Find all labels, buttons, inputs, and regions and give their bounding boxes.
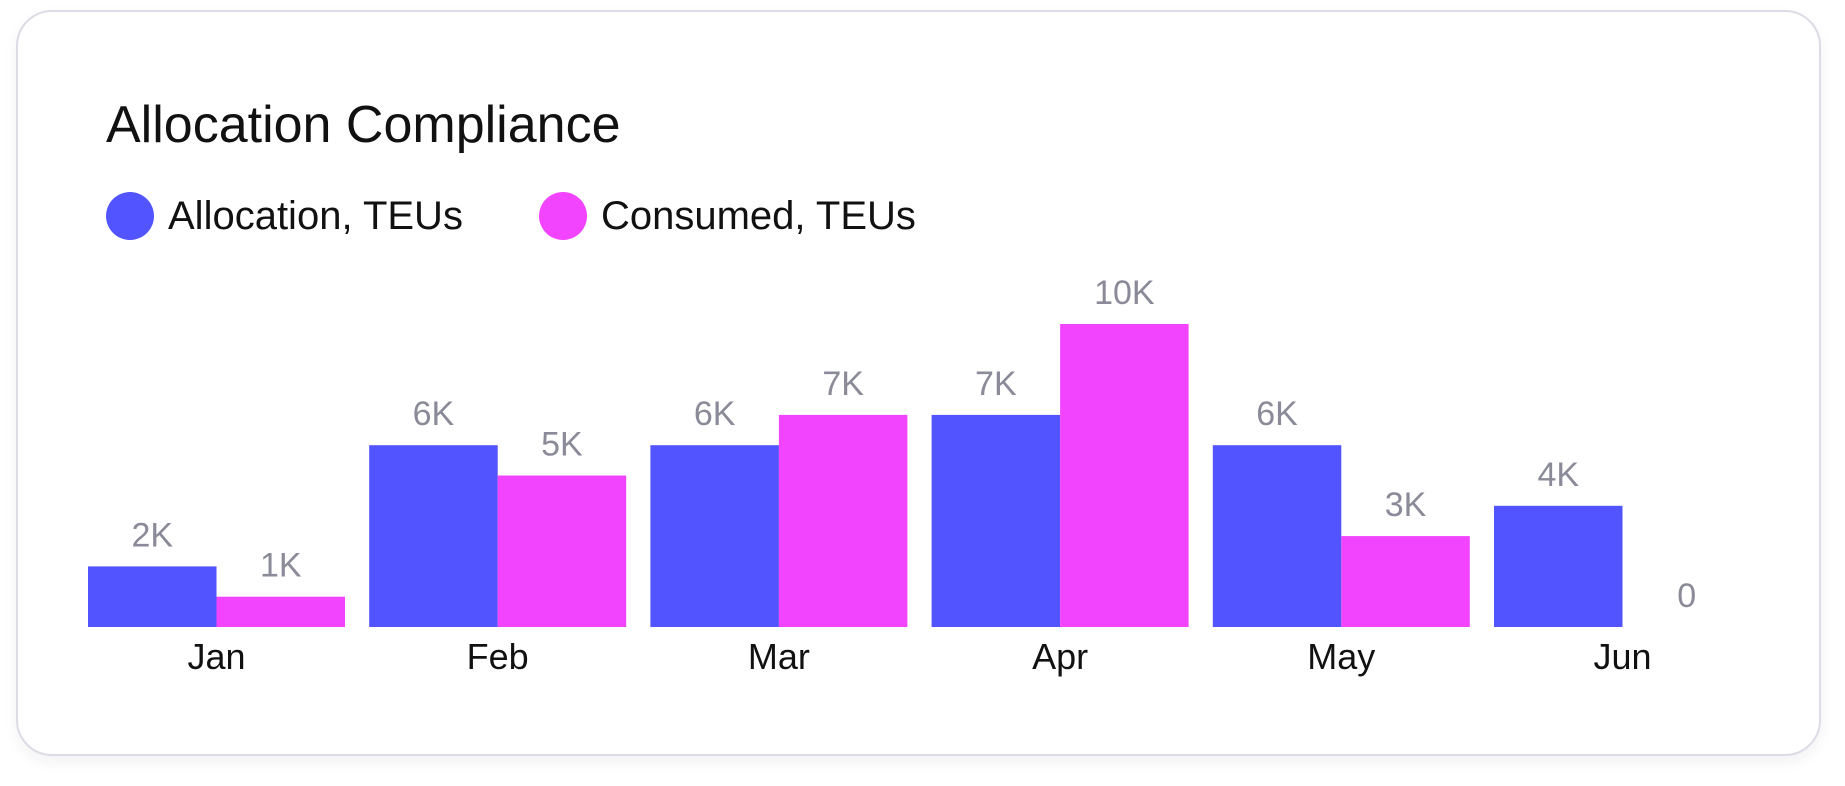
legend-item-consumed[interactable]: Consumed, TEUs bbox=[538, 192, 916, 240]
legend: Allocation, TEUs Consumed, TEUs bbox=[106, 192, 916, 240]
value-label-consumed-may: 3K bbox=[1385, 486, 1427, 524]
bar-consumed-jan[interactable] bbox=[216, 596, 346, 627]
legend-label-allocation: Allocation, TEUs bbox=[168, 193, 463, 238]
x-tick-label-feb: Feb bbox=[467, 636, 529, 677]
bar-allocation-may[interactable] bbox=[1212, 445, 1342, 627]
value-label-allocation-jan: 2K bbox=[131, 516, 173, 554]
x-tick-label-jan: Jan bbox=[187, 636, 245, 677]
bar-allocation-apr[interactable] bbox=[931, 414, 1061, 627]
legend-label-consumed: Consumed, TEUs bbox=[600, 193, 916, 238]
value-label-consumed-jan: 1K bbox=[260, 547, 302, 585]
bar-consumed-may[interactable] bbox=[1341, 536, 1470, 627]
bar-consumed-mar[interactable] bbox=[778, 414, 908, 627]
bar-allocation-feb[interactable] bbox=[369, 445, 498, 627]
bar-consumed-feb[interactable] bbox=[497, 475, 627, 628]
bar-consumed-apr[interactable] bbox=[1060, 324, 1189, 627]
value-label-consumed-jun: 0 bbox=[1677, 577, 1696, 615]
chart-card: Allocation Compliance Allocation, TEUs C… bbox=[16, 10, 1821, 756]
x-tick-label-apr: Apr bbox=[1032, 636, 1088, 677]
value-label-allocation-jun: 4K bbox=[1537, 456, 1579, 494]
legend-dot-consumed bbox=[538, 192, 587, 240]
legend-dot-allocation bbox=[106, 192, 154, 240]
bar-allocation-mar[interactable] bbox=[650, 445, 779, 627]
bar-allocation-jan[interactable] bbox=[88, 566, 217, 627]
x-tick-label-may: May bbox=[1307, 636, 1375, 677]
x-tick-label-mar: Mar bbox=[748, 636, 810, 677]
legend-item-allocation[interactable]: Allocation, TEUs bbox=[106, 192, 463, 240]
value-label-allocation-mar: 6K bbox=[694, 395, 736, 433]
value-label-allocation-apr: 7K bbox=[975, 365, 1017, 403]
value-label-allocation-may: 6K bbox=[1256, 395, 1298, 433]
value-label-consumed-mar: 7K bbox=[822, 365, 864, 403]
chart-title: Allocation Compliance bbox=[106, 96, 621, 154]
bar-allocation-jun[interactable] bbox=[1494, 505, 1623, 627]
value-label-allocation-feb: 6K bbox=[413, 395, 455, 433]
value-label-consumed-apr: 10K bbox=[1094, 274, 1155, 312]
bar-chart: 2K 1K Jan 6K 5K Feb 6K 7K Mar 7K 10K Apr 6K 3K May 4K 0J… bbox=[88, 274, 1696, 677]
value-label-consumed-feb: 5K bbox=[541, 426, 583, 464]
x-tick-label-jun: Jun bbox=[1593, 636, 1651, 677]
